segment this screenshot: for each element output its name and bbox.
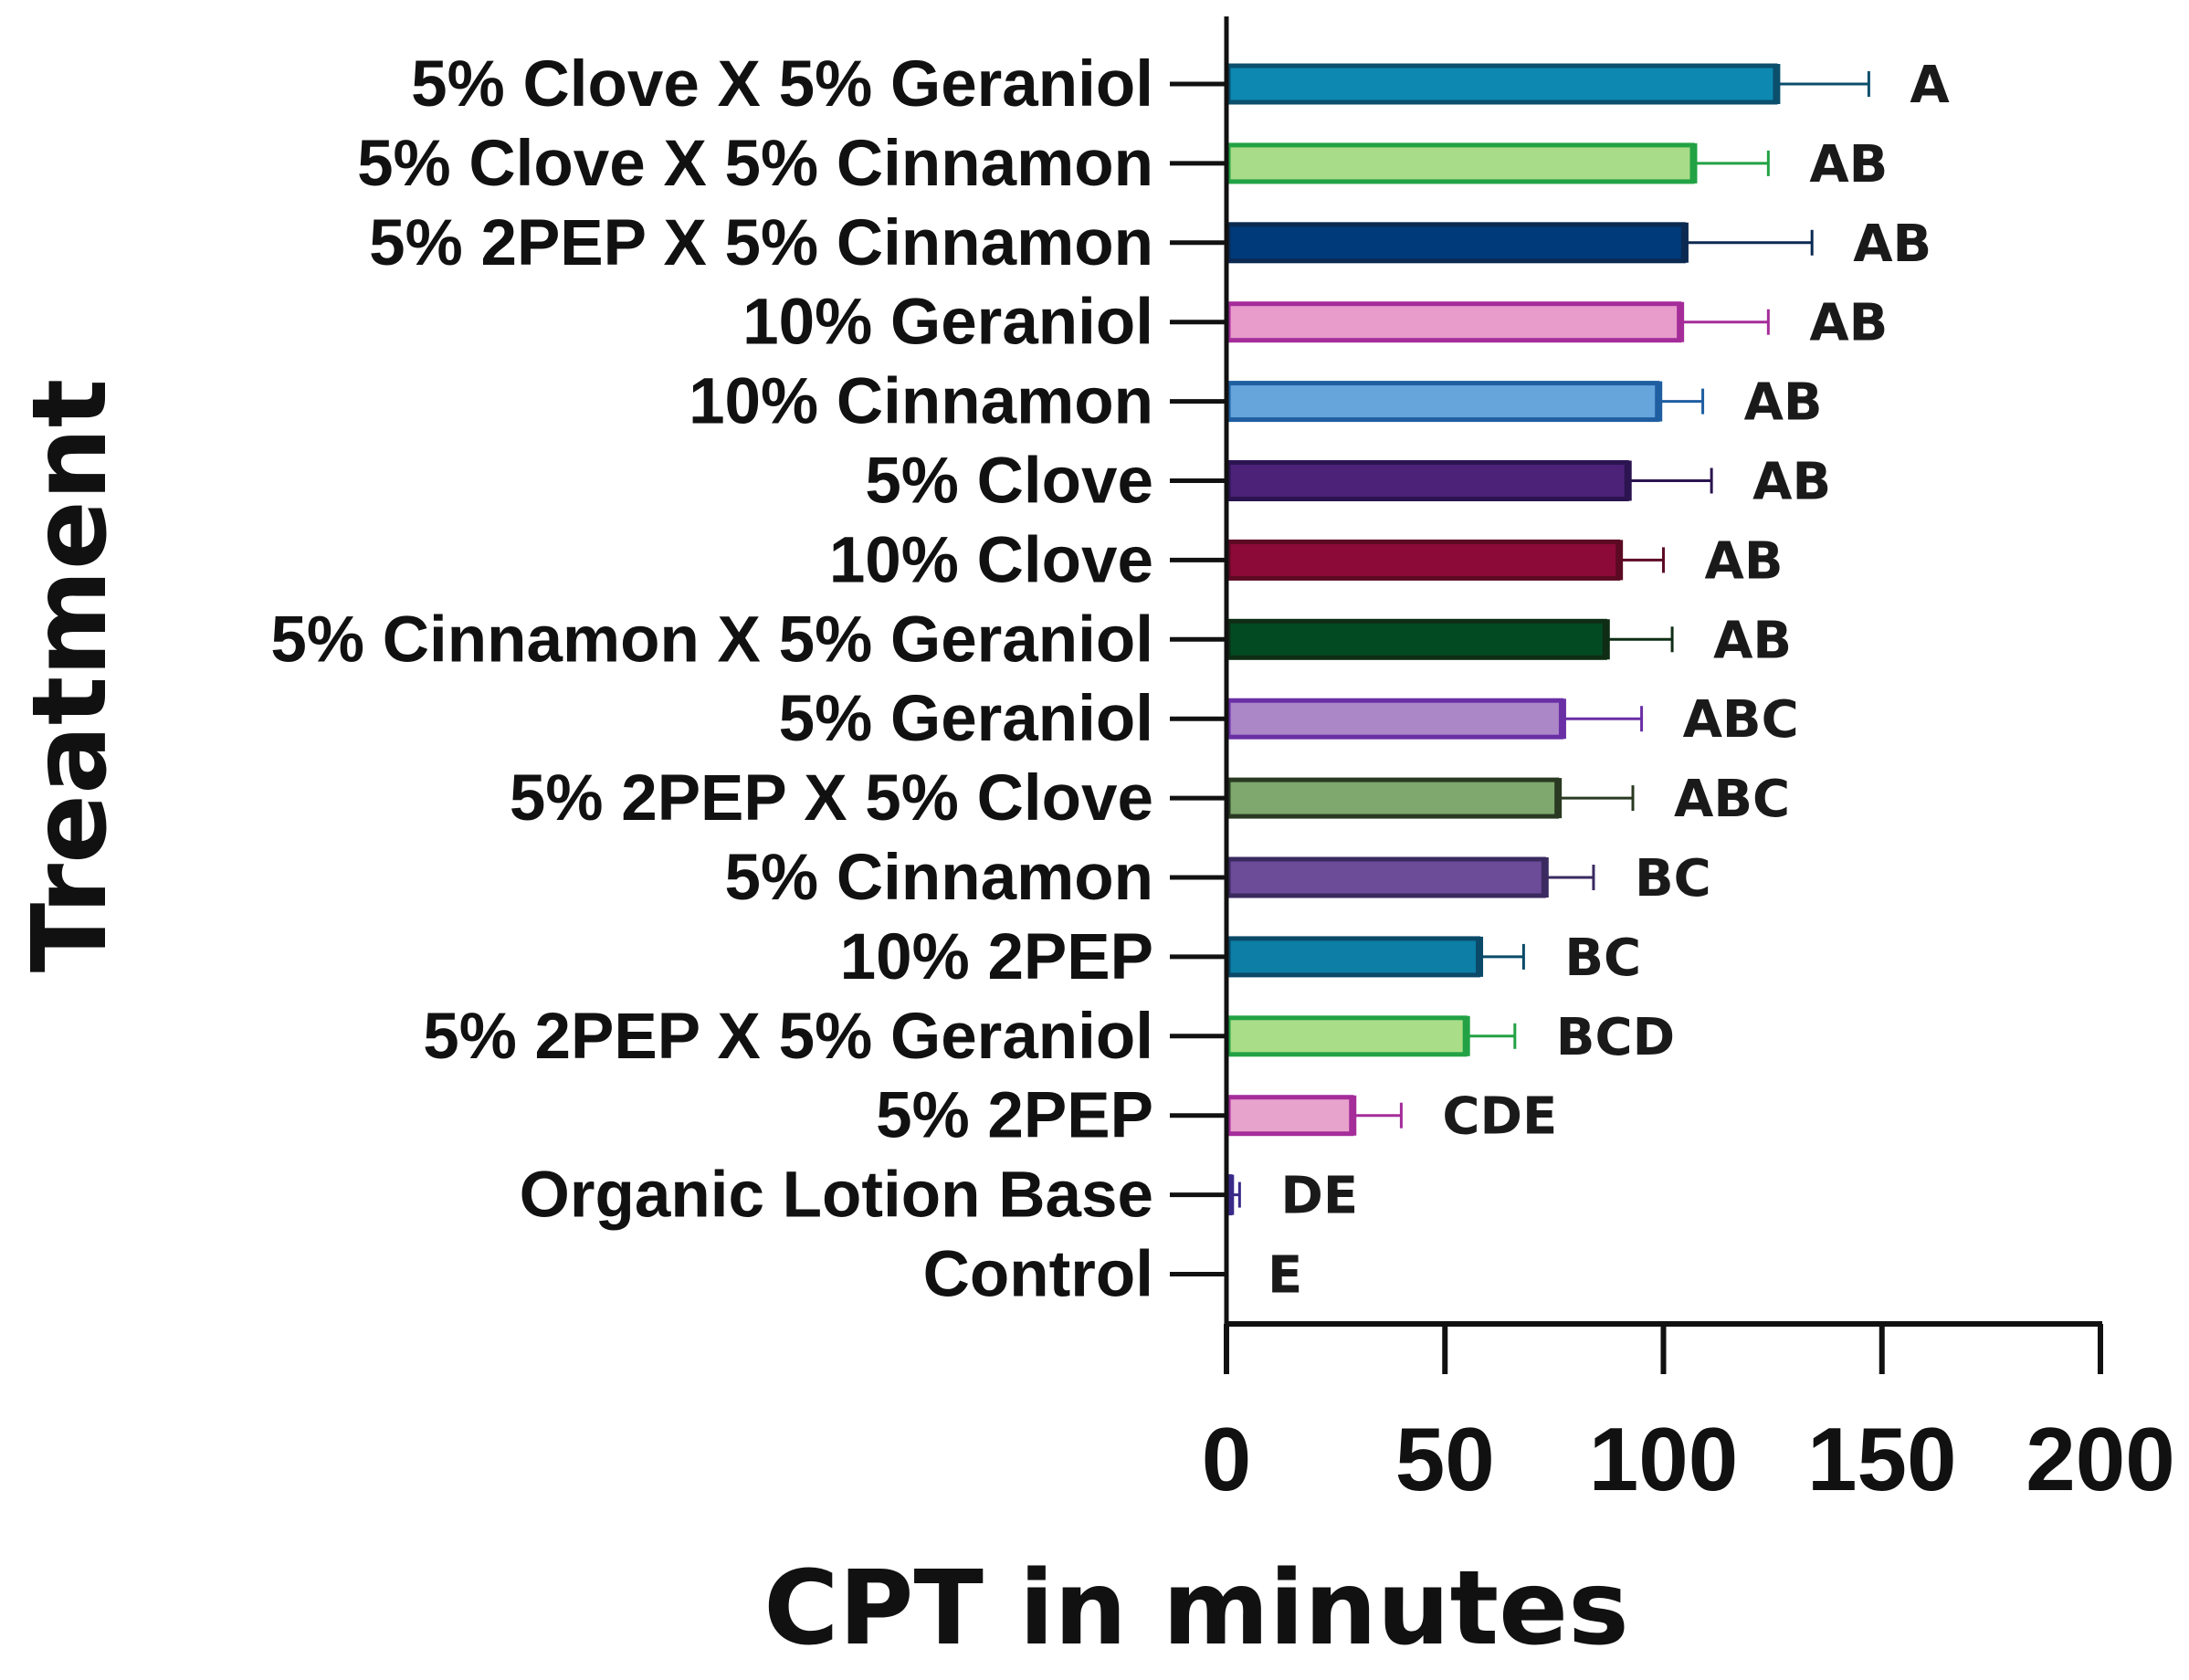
x-tick-label: 100 xyxy=(1589,1409,1739,1509)
significance-letter: AB xyxy=(1809,135,1888,194)
category-label: 5% Cinnamon X 5% Geraniol xyxy=(270,604,1153,676)
significance-letter: AB xyxy=(1809,294,1888,353)
category-label: 10% 2PEP xyxy=(840,921,1153,993)
significance-letter: BCD xyxy=(1556,1008,1675,1067)
category-label: 5% 2PEP X 5% Clove xyxy=(510,762,1153,835)
x-tick-label: 150 xyxy=(1807,1409,1957,1509)
bar xyxy=(1226,936,1481,978)
bars-layer xyxy=(1226,63,1870,1216)
labels-layer: 0 50 100 150 200 5% Clove X 5% Geraniol A 5% Cl… xyxy=(270,48,2174,1509)
category-label: 5% Clove X 5% Cinnamon xyxy=(357,128,1153,200)
category-label: 5% Geraniol xyxy=(779,683,1153,755)
y-axis-title: Treatment xyxy=(11,379,130,972)
category-label: Organic Lotion Base xyxy=(520,1160,1153,1232)
category-label: 10% Geraniol xyxy=(742,287,1153,359)
x-tick-label: 200 xyxy=(2026,1409,2175,1509)
significance-letter: AB xyxy=(1853,215,1931,274)
significance-letter: BC xyxy=(1635,849,1711,908)
significance-letter: ABC xyxy=(1674,770,1790,829)
significance-letter: AB xyxy=(1744,373,1823,433)
bar xyxy=(1226,618,1607,660)
bar xyxy=(1226,856,1546,898)
bar xyxy=(1226,1095,1354,1137)
significance-letter: AB xyxy=(1705,531,1784,591)
category-label: 10% Cinnamon xyxy=(689,366,1153,438)
significance-letter: AB xyxy=(1752,453,1831,512)
bar xyxy=(1226,63,1778,105)
category-label: 5% Cinnamon xyxy=(725,842,1153,914)
significance-letter: DE xyxy=(1280,1167,1358,1226)
bar xyxy=(1226,1015,1468,1057)
axes-layer xyxy=(1170,16,2103,1374)
x-tick-label: 0 xyxy=(1202,1409,1252,1509)
x-tick-label: 50 xyxy=(1395,1409,1495,1509)
bar xyxy=(1226,460,1629,501)
significance-letter: CDE xyxy=(1442,1087,1557,1147)
bar xyxy=(1226,777,1560,819)
category-label: 5% 2PEP X 5% Cinnamon xyxy=(369,207,1153,279)
category-label: 5% 2PEP xyxy=(876,1080,1153,1152)
significance-letter: E xyxy=(1268,1246,1302,1306)
bar xyxy=(1226,539,1621,581)
category-label: 5% Clove X 5% Geraniol xyxy=(411,48,1153,121)
significance-letter: ABC xyxy=(1683,690,1799,750)
bar xyxy=(1226,222,1686,264)
category-label: 10% Clove xyxy=(829,524,1153,596)
x-axis-title: CPT in minutes xyxy=(763,1549,1629,1668)
significance-letter: BC xyxy=(1564,929,1641,988)
category-label: 5% Clove xyxy=(865,446,1153,518)
category-label: 5% 2PEP X 5% Geraniol xyxy=(423,1001,1153,1073)
bar xyxy=(1226,142,1695,184)
significance-letter: AB xyxy=(1713,611,1792,670)
significance-letter: A xyxy=(1910,56,1950,115)
category-label: Control xyxy=(923,1239,1153,1311)
bar xyxy=(1226,698,1563,740)
bar xyxy=(1226,301,1682,343)
bar xyxy=(1226,381,1660,423)
